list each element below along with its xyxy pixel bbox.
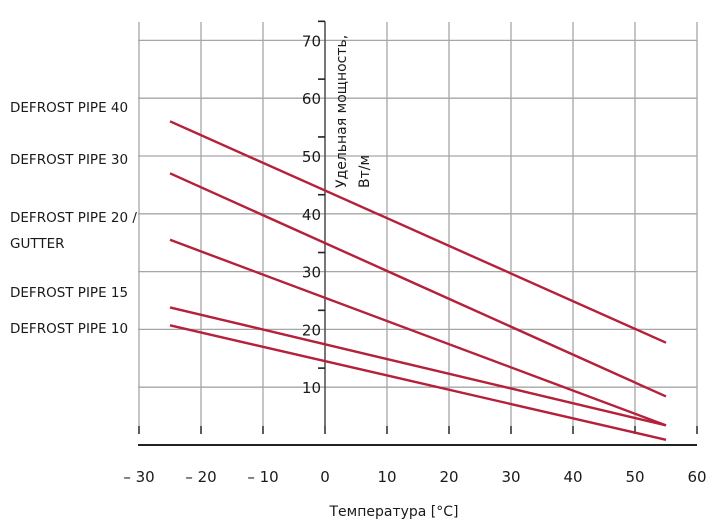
y-axis-title: Удельная мощность, Вт/м	[334, 35, 373, 188]
y-tick-label: 60	[302, 90, 321, 108]
legend-label: GUTTER	[10, 236, 65, 252]
y-tick-label: 40	[302, 206, 321, 224]
x-axis-title: Температура [°C]	[328, 504, 458, 520]
x-tick-labels: – 30 – 20 – 10 0 10 20 30 40 50 60	[123, 468, 706, 486]
legend-label: DEFROST PIPE 10	[10, 321, 128, 337]
series-line-5	[169, 324, 667, 441]
x-tick-label: 30	[501, 468, 520, 486]
x-tick-label: 40	[563, 468, 582, 486]
x-tick-label: – 30	[123, 468, 154, 486]
legend-label: DEFROST PIPE 40	[10, 100, 128, 116]
x-tick-label: – 20	[185, 468, 216, 486]
y-axis-title-line2: Вт/м	[357, 155, 373, 188]
y-tick-label: 20	[302, 321, 321, 339]
series-line-1	[169, 120, 667, 344]
y-axis	[318, 20, 326, 434]
y-tick-label: 50	[302, 148, 321, 166]
y-tick-labels: 10 20 30 40 50 60 70	[302, 32, 321, 397]
x-tick-label: 0	[320, 468, 330, 486]
grid	[138, 22, 698, 426]
series-line-3	[169, 238, 667, 427]
x-tick-label: 50	[625, 468, 644, 486]
x-tick-label: 20	[439, 468, 458, 486]
series-lines	[169, 120, 667, 441]
legend: DEFROST PIPE 40 DEFROST PIPE 30 DEFROST PI…	[10, 100, 137, 337]
legend-label: DEFROST PIPE 15	[10, 285, 128, 301]
legend-label: DEFROST PIPE 20 /	[10, 210, 137, 226]
y-tick-label: 30	[302, 264, 321, 282]
x-tick-label: 10	[377, 468, 396, 486]
y-tick-label: 10	[302, 379, 321, 397]
series-line-4	[169, 306, 667, 427]
x-ticks	[138, 426, 698, 434]
y-tick-label: 70	[302, 32, 321, 50]
legend-label: DEFROST PIPE 30	[10, 152, 128, 168]
x-tick-label: 60	[687, 468, 706, 486]
y-axis-title-line1: Удельная мощность,	[334, 35, 350, 188]
x-tick-label: – 10	[247, 468, 278, 486]
series-line-2	[169, 172, 667, 398]
